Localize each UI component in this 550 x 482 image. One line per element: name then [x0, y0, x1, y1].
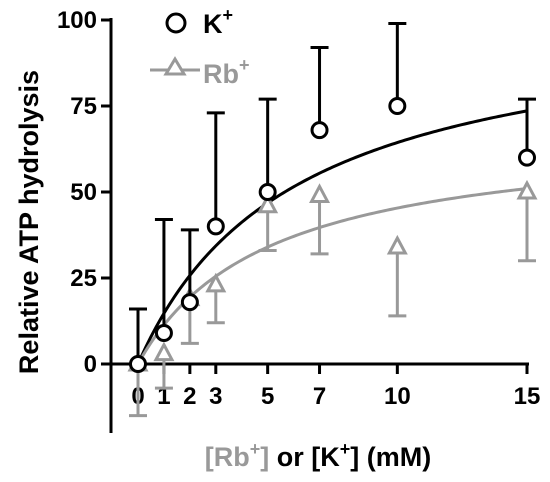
- x-tick-label-15: 15: [514, 383, 541, 410]
- point-k-4: [258, 183, 277, 201]
- point-rb-3: [205, 272, 227, 293]
- point-rb-5: [309, 183, 331, 203]
- x-tick-label-10: 10: [384, 383, 411, 410]
- legend-marker-k: [165, 12, 187, 34]
- legend-item-rb: Rb+: [150, 55, 250, 89]
- x-axis-title-part4: ] (mM): [350, 442, 431, 472]
- fit-curve-rb: [136, 187, 528, 365]
- y-tick-label-50: 50: [70, 179, 97, 206]
- x-tick-label-3: 3: [209, 383, 222, 410]
- y-tick-label-75: 75: [70, 93, 97, 120]
- point-rb-1: [153, 341, 175, 362]
- legend-label-k: K+: [203, 5, 233, 39]
- legend: K+ Rb+: [150, 5, 250, 89]
- y-axis-title: Relative ATP hydrolysis: [14, 70, 44, 374]
- y-tick-label-100: 100: [57, 7, 97, 34]
- y-ticks: 0 25 50 75 100: [57, 7, 111, 378]
- point-rb-6: [386, 234, 408, 255]
- point-k-2: [180, 293, 199, 312]
- x-tick-label-2: 2: [183, 383, 196, 410]
- x-axis-title-part3: or [K: [269, 442, 340, 472]
- y-axis: 0 25 50 75 100: [57, 7, 113, 433]
- legend-label-rb: Rb+: [203, 55, 250, 89]
- point-k-0: [129, 355, 147, 373]
- point-k-1: [154, 324, 173, 343]
- fit-curves: [136, 109, 528, 365]
- fit-curve-k: [136, 109, 528, 365]
- x-axis-title-sup1: +: [250, 439, 261, 459]
- x-tick-label-5: 5: [261, 383, 274, 410]
- point-rb-7: [516, 179, 538, 200]
- x-axis-title: [Rb+] or [K+] (mM): [205, 439, 432, 472]
- x-axis-title-part2: ]: [260, 442, 269, 472]
- point-k-5: [310, 121, 329, 140]
- y-tick-label-0: 0: [84, 351, 97, 378]
- series-k: [129, 21, 536, 373]
- point-rb-4: [257, 193, 279, 214]
- point-k-6: [388, 97, 407, 115]
- legend-marker-rb: [163, 56, 187, 76]
- x-tick-label-1: 1: [157, 383, 170, 410]
- x-tick-label-7: 7: [313, 383, 326, 410]
- x-axis-title-part1: [Rb: [205, 442, 250, 472]
- point-k-7: [518, 148, 536, 167]
- legend-item-k: K+: [165, 5, 233, 39]
- y-tick-label-25: 25: [70, 265, 97, 292]
- series-layer: [127, 21, 538, 418]
- point-k-3: [206, 217, 225, 236]
- x-axis-title-sup2: +: [340, 439, 351, 459]
